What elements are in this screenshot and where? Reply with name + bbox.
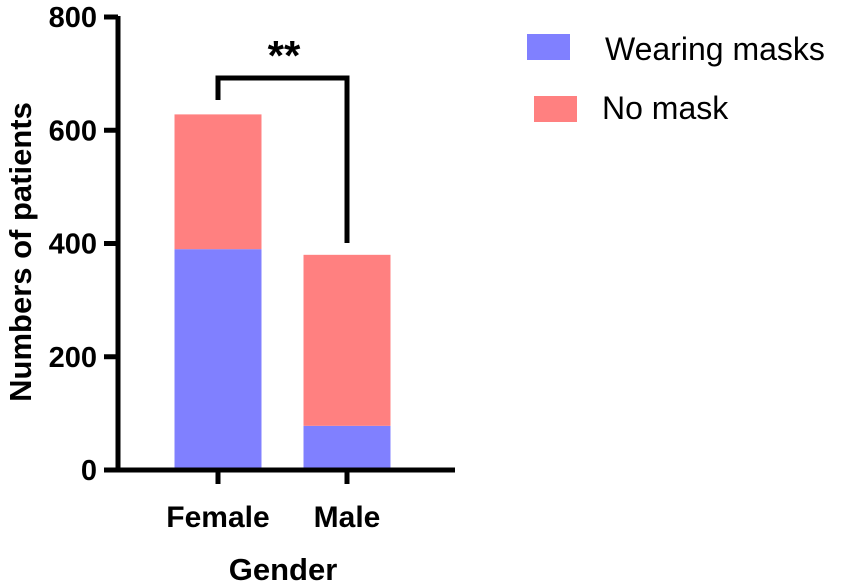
- y-tick-label-400: 400: [49, 229, 97, 261]
- y-tick-label-200: 200: [49, 342, 97, 374]
- legend: Wearing masks No mask: [527, 31, 825, 126]
- bar-female-no-mask: [174, 114, 262, 250]
- legend-swatch-no-mask: [534, 96, 577, 122]
- bar-female-wearing-masks: [174, 249, 262, 470]
- y-tick-label-800: 800: [49, 2, 97, 34]
- x-tick-label-female: Female: [166, 501, 269, 534]
- legend-swatch-wearing-masks: [527, 34, 570, 60]
- legend-label-no-mask: No mask: [602, 90, 729, 126]
- y-tick-label-600: 600: [49, 115, 97, 147]
- significance-stars: **: [268, 32, 301, 79]
- y-tick-label-0: 0: [81, 455, 97, 487]
- x-tick-label-male: Male: [314, 501, 381, 534]
- legend-label-wearing-masks: Wearing masks: [605, 31, 825, 67]
- bar-male-wearing-masks: [303, 425, 391, 470]
- x-axis-title: Gender: [229, 552, 338, 585]
- significance-bracket: [215, 75, 350, 243]
- bar-male-no-mask: [303, 254, 391, 426]
- y-axis-title: Numbers of patients: [3, 102, 38, 402]
